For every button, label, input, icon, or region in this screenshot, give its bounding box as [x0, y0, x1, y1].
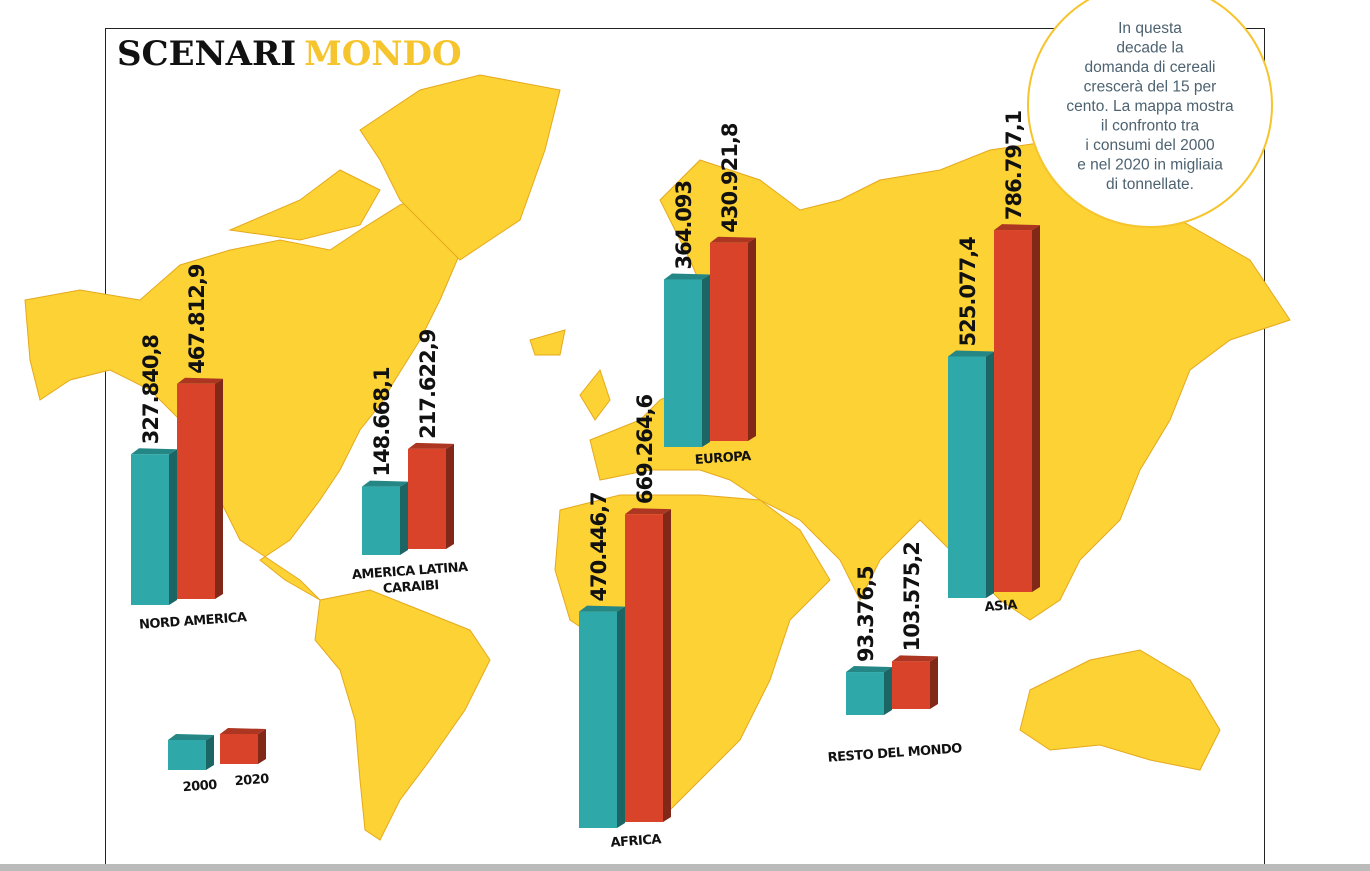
chart-title: SCENARI MONDO: [117, 34, 462, 74]
bar-side: [663, 509, 671, 822]
bar-side: [884, 667, 892, 715]
bar-top: [177, 377, 223, 384]
bar-side: [1032, 225, 1040, 592]
annotation-line: di tonnellate.: [1106, 176, 1194, 193]
value-label: 669.264,6: [633, 395, 657, 505]
legend-side: [258, 729, 266, 764]
value-label: 467.812,9: [185, 264, 209, 374]
annotation-line: cento. La mappa mostra: [1066, 98, 1234, 115]
bar-top: [710, 236, 756, 243]
bar-top: [664, 273, 710, 280]
annotation-line: decade la: [1116, 40, 1184, 57]
bar-side: [702, 274, 710, 447]
bar: [625, 514, 663, 822]
bar-top: [994, 224, 1040, 231]
bar: [362, 486, 400, 555]
region-label: ASIA: [984, 598, 1018, 615]
value-label: 364.093: [672, 181, 696, 270]
bar-side: [215, 378, 223, 599]
annotation-line: crescerà del 15 per: [1084, 79, 1217, 96]
bar: [892, 661, 930, 709]
bar-top: [131, 448, 177, 455]
bar: [131, 454, 169, 605]
annotation-line: e nel 2020 in migliaia: [1077, 157, 1223, 174]
bar: [664, 279, 702, 447]
legend-swatch: [168, 740, 206, 770]
bar-top: [362, 480, 408, 487]
value-label: 470.446,7: [587, 492, 611, 601]
bar: [846, 672, 884, 715]
bar-top: [948, 350, 994, 357]
title-highlight: MONDO: [304, 34, 461, 74]
value-label: 103.575,2: [900, 542, 924, 651]
region-label-line: CARAIBI: [383, 578, 440, 597]
bar-side: [748, 237, 756, 441]
title: SCENARI: [117, 34, 296, 74]
bar: [177, 383, 215, 599]
bar: [948, 356, 986, 598]
bar: [710, 242, 748, 441]
bar-side: [400, 481, 408, 555]
annotation-line: i consumi del 2000: [1085, 137, 1215, 154]
bar: [994, 230, 1032, 592]
value-label: 525.077,4: [956, 237, 980, 347]
bar: [579, 611, 617, 828]
bar-side: [930, 656, 938, 709]
value-label: 786.797,1: [1002, 110, 1026, 220]
legend-swatch: [220, 734, 258, 764]
bar-side: [446, 443, 454, 549]
value-label: 217.622,9: [416, 329, 440, 439]
value-label: 148.668,1: [370, 367, 394, 477]
legend-top: [168, 734, 214, 740]
region-label: AFRICA: [610, 832, 662, 851]
footer-strip: [0, 864, 1370, 871]
bar-side: [169, 449, 177, 605]
annotation-line: domanda di cereali: [1085, 59, 1216, 76]
bar-top: [408, 442, 454, 449]
bar-top: [625, 508, 671, 515]
value-label: 327.840,8: [139, 335, 163, 445]
bar-side: [617, 606, 625, 828]
bar: [408, 448, 446, 549]
world-map: [24, 74, 1291, 841]
value-label: 93.376,5: [854, 566, 878, 662]
bar-side: [986, 351, 994, 598]
legend-top: [220, 728, 266, 734]
annotation-line: il confronto tra: [1101, 118, 1200, 135]
annotation-line: In questa: [1118, 20, 1182, 37]
value-label: 430.921,8: [718, 123, 742, 233]
bar-top: [892, 655, 938, 662]
bar-top: [846, 666, 892, 673]
legend-label: 2020: [234, 772, 270, 789]
annotation-circle: [1027, 0, 1273, 228]
bar-top: [579, 605, 625, 612]
region-label: EUROPA: [694, 449, 751, 468]
legend-side: [206, 735, 214, 770]
legend-label: 2000: [182, 778, 218, 795]
